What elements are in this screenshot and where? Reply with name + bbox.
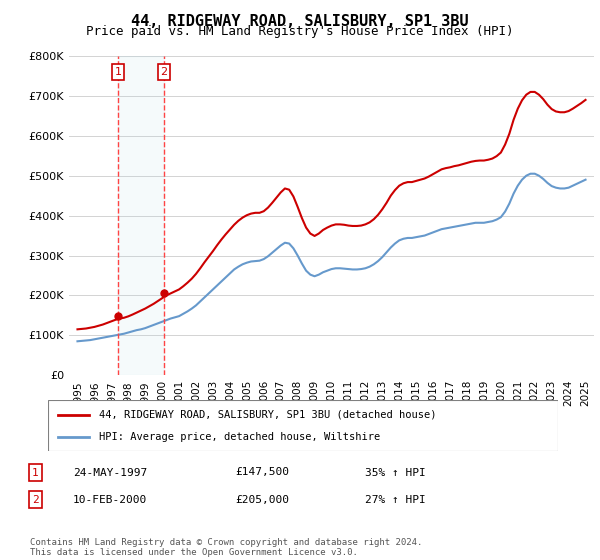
Text: 10-FEB-2000: 10-FEB-2000	[73, 494, 148, 505]
Text: Price paid vs. HM Land Registry's House Price Index (HPI): Price paid vs. HM Land Registry's House …	[86, 25, 514, 38]
Text: 2: 2	[160, 67, 167, 77]
Text: £205,000: £205,000	[235, 494, 289, 505]
Text: HPI: Average price, detached house, Wiltshire: HPI: Average price, detached house, Wilt…	[99, 432, 380, 442]
Text: Contains HM Land Registry data © Crown copyright and database right 2024.
This d: Contains HM Land Registry data © Crown c…	[30, 538, 422, 557]
FancyBboxPatch shape	[48, 400, 558, 451]
Text: 44, RIDGEWAY ROAD, SALISBURY, SP1 3BU: 44, RIDGEWAY ROAD, SALISBURY, SP1 3BU	[131, 14, 469, 29]
Text: 44, RIDGEWAY ROAD, SALISBURY, SP1 3BU (detached house): 44, RIDGEWAY ROAD, SALISBURY, SP1 3BU (d…	[99, 409, 437, 419]
Text: 1: 1	[115, 67, 121, 77]
Text: 2: 2	[32, 494, 39, 505]
Bar	[118, 56, 164, 375]
Text: 1: 1	[32, 468, 39, 478]
Text: 27% ↑ HPI: 27% ↑ HPI	[365, 494, 425, 505]
Text: 24-MAY-1997: 24-MAY-1997	[73, 468, 148, 478]
Text: 35% ↑ HPI: 35% ↑ HPI	[365, 468, 425, 478]
Text: £147,500: £147,500	[235, 468, 289, 478]
